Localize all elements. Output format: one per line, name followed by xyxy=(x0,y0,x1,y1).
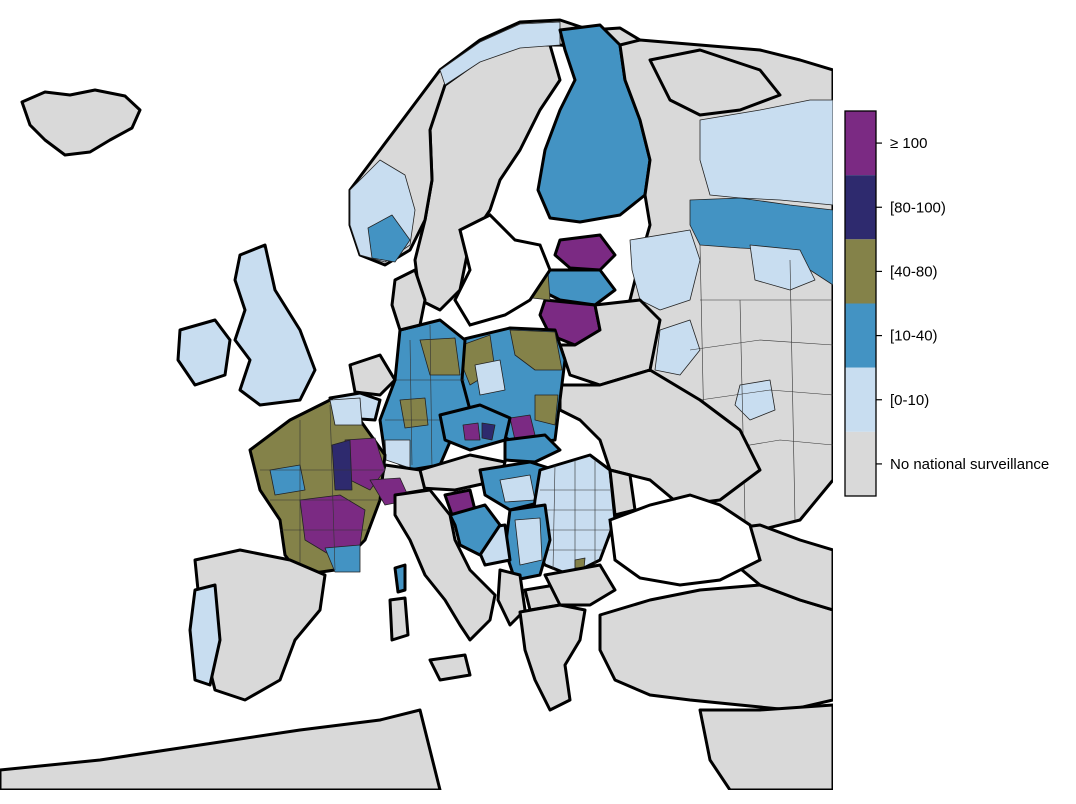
region-netherlands xyxy=(348,353,397,397)
region-turkey xyxy=(598,583,833,712)
region-bulgaria xyxy=(543,563,617,607)
region-germany-olive2 xyxy=(399,397,429,429)
region-germany-olive1 xyxy=(419,337,461,376)
france-subdivisions xyxy=(260,404,385,571)
region-russia-light2 xyxy=(654,319,701,376)
region-norway-west xyxy=(367,214,411,263)
legend-swatch xyxy=(845,111,876,176)
region-ireland xyxy=(176,318,232,387)
region-corsica xyxy=(393,563,407,594)
legend-frame xyxy=(844,110,877,497)
baltic-sea xyxy=(453,213,552,327)
region-kola xyxy=(648,48,782,117)
region-czechia-navy xyxy=(481,422,496,441)
region-belarus xyxy=(558,298,662,387)
region-greece xyxy=(518,603,587,712)
region-france-navy xyxy=(331,439,353,491)
legend-label: [10-40) xyxy=(890,328,938,345)
region-france-blue2 xyxy=(324,544,361,573)
region-poland-olive1 xyxy=(509,329,563,371)
region-sardinia xyxy=(388,596,410,642)
region-norway-north xyxy=(439,21,561,86)
region-france-blue1 xyxy=(269,464,306,496)
legend-swatch xyxy=(845,239,876,304)
legend-swatch xyxy=(845,431,876,496)
legend-label: No national surveillance xyxy=(890,456,1049,473)
region-sicily xyxy=(428,653,472,682)
black-sea xyxy=(608,493,762,587)
region-denmark xyxy=(390,268,427,332)
legend-label: [80-100) xyxy=(890,199,946,216)
legend-swatch xyxy=(845,175,876,240)
legend-swatch xyxy=(845,367,876,432)
region-italy xyxy=(393,488,497,642)
region-slovakia xyxy=(503,433,562,464)
region-hungary-light xyxy=(499,474,536,503)
region-middle-east xyxy=(698,703,833,790)
region-france-light xyxy=(329,397,363,426)
romania-subdivisions xyxy=(532,460,612,575)
legend-label: [0-10) xyxy=(890,392,929,409)
region-estonia xyxy=(553,233,617,272)
legend-swatch xyxy=(845,303,876,368)
legend-label: [40-80) xyxy=(890,263,938,280)
region-poland-light xyxy=(474,359,506,396)
region-montenegro-albania xyxy=(496,568,527,627)
region-serbia-light xyxy=(514,517,543,566)
region-russia-light4 xyxy=(749,244,816,291)
region-germany-light xyxy=(384,439,411,469)
region-iceland xyxy=(20,88,142,157)
germany-subdivisions xyxy=(385,324,470,471)
region-moldova xyxy=(608,468,637,517)
russia-subdivisions xyxy=(689,244,833,521)
region-portugal xyxy=(188,583,222,687)
region-russia-west-light xyxy=(629,229,701,311)
region-russia-nw xyxy=(699,99,833,206)
region-uk xyxy=(233,243,317,407)
legend: ≥ 100 [80-100) [40-80) [10-40) [0-10) No nati… xyxy=(844,110,1049,497)
region-czechia-purple xyxy=(462,422,481,441)
legend-label: ≥ 100 xyxy=(890,135,927,152)
region-poland-olive3 xyxy=(534,394,559,426)
region-russia-light3 xyxy=(734,379,776,421)
region-north-africa xyxy=(0,708,442,790)
region-croatia xyxy=(448,503,502,557)
